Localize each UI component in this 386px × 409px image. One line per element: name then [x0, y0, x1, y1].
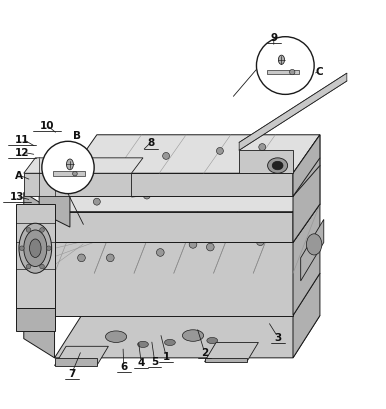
Circle shape	[163, 153, 169, 160]
Ellipse shape	[66, 160, 73, 171]
Text: 6: 6	[120, 362, 127, 371]
Circle shape	[207, 244, 214, 251]
Text: 7: 7	[68, 369, 76, 378]
Circle shape	[46, 246, 51, 251]
Text: 12: 12	[15, 148, 29, 158]
Polygon shape	[54, 358, 97, 366]
Polygon shape	[267, 71, 299, 75]
Polygon shape	[293, 204, 320, 316]
Polygon shape	[54, 316, 320, 358]
Polygon shape	[24, 297, 54, 358]
Polygon shape	[24, 193, 54, 243]
Text: 2: 2	[201, 347, 208, 357]
Polygon shape	[24, 254, 54, 316]
Polygon shape	[70, 174, 293, 197]
Ellipse shape	[164, 339, 175, 346]
Polygon shape	[293, 158, 320, 243]
Text: C: C	[315, 67, 323, 77]
Polygon shape	[239, 151, 293, 174]
Ellipse shape	[19, 224, 52, 274]
Circle shape	[189, 241, 197, 249]
Polygon shape	[24, 158, 143, 174]
Circle shape	[256, 38, 314, 95]
Polygon shape	[39, 158, 70, 227]
Polygon shape	[54, 274, 320, 316]
Ellipse shape	[183, 330, 203, 342]
Text: 5: 5	[151, 356, 158, 366]
Text: 4: 4	[137, 357, 145, 367]
Circle shape	[258, 231, 266, 239]
Circle shape	[26, 228, 31, 233]
Polygon shape	[205, 343, 258, 362]
Circle shape	[105, 159, 112, 166]
Polygon shape	[54, 204, 320, 274]
Text: 8: 8	[147, 138, 154, 148]
Polygon shape	[293, 274, 320, 358]
Text: 1: 1	[163, 351, 170, 361]
Ellipse shape	[278, 56, 284, 65]
Circle shape	[40, 265, 44, 269]
Circle shape	[20, 246, 24, 251]
Circle shape	[143, 193, 150, 200]
Polygon shape	[293, 135, 320, 197]
Ellipse shape	[207, 338, 218, 344]
Polygon shape	[54, 166, 320, 212]
Text: B: B	[73, 130, 81, 140]
Circle shape	[190, 187, 196, 193]
Polygon shape	[54, 243, 293, 316]
Ellipse shape	[30, 239, 41, 258]
Circle shape	[274, 176, 281, 183]
Circle shape	[26, 265, 31, 269]
Polygon shape	[239, 74, 347, 151]
Circle shape	[290, 70, 295, 76]
Circle shape	[107, 254, 114, 262]
Circle shape	[156, 249, 164, 257]
Circle shape	[217, 148, 223, 155]
Polygon shape	[52, 172, 85, 177]
Polygon shape	[70, 135, 320, 174]
Circle shape	[93, 199, 100, 206]
Text: 11: 11	[15, 134, 29, 144]
Circle shape	[78, 254, 85, 262]
Polygon shape	[293, 135, 320, 197]
Ellipse shape	[24, 230, 47, 267]
Polygon shape	[16, 204, 54, 308]
Polygon shape	[132, 186, 212, 198]
Ellipse shape	[272, 162, 283, 171]
Polygon shape	[205, 358, 247, 362]
Text: 13: 13	[10, 192, 24, 202]
Circle shape	[42, 142, 94, 194]
Circle shape	[73, 172, 77, 177]
Polygon shape	[301, 220, 324, 281]
Circle shape	[40, 228, 44, 233]
Ellipse shape	[105, 331, 127, 343]
Ellipse shape	[267, 158, 288, 174]
Polygon shape	[16, 308, 54, 331]
Ellipse shape	[138, 342, 148, 348]
Circle shape	[256, 238, 264, 246]
Ellipse shape	[306, 234, 322, 255]
Circle shape	[240, 180, 246, 187]
Text: 3: 3	[274, 332, 281, 342]
Polygon shape	[293, 166, 320, 243]
Polygon shape	[24, 224, 54, 316]
Polygon shape	[54, 346, 108, 366]
Text: 10: 10	[40, 121, 54, 131]
Polygon shape	[54, 212, 293, 243]
Text: 9: 9	[270, 33, 277, 43]
Polygon shape	[24, 174, 132, 197]
Circle shape	[259, 144, 266, 151]
Text: A: A	[15, 171, 23, 181]
Ellipse shape	[60, 158, 68, 169]
